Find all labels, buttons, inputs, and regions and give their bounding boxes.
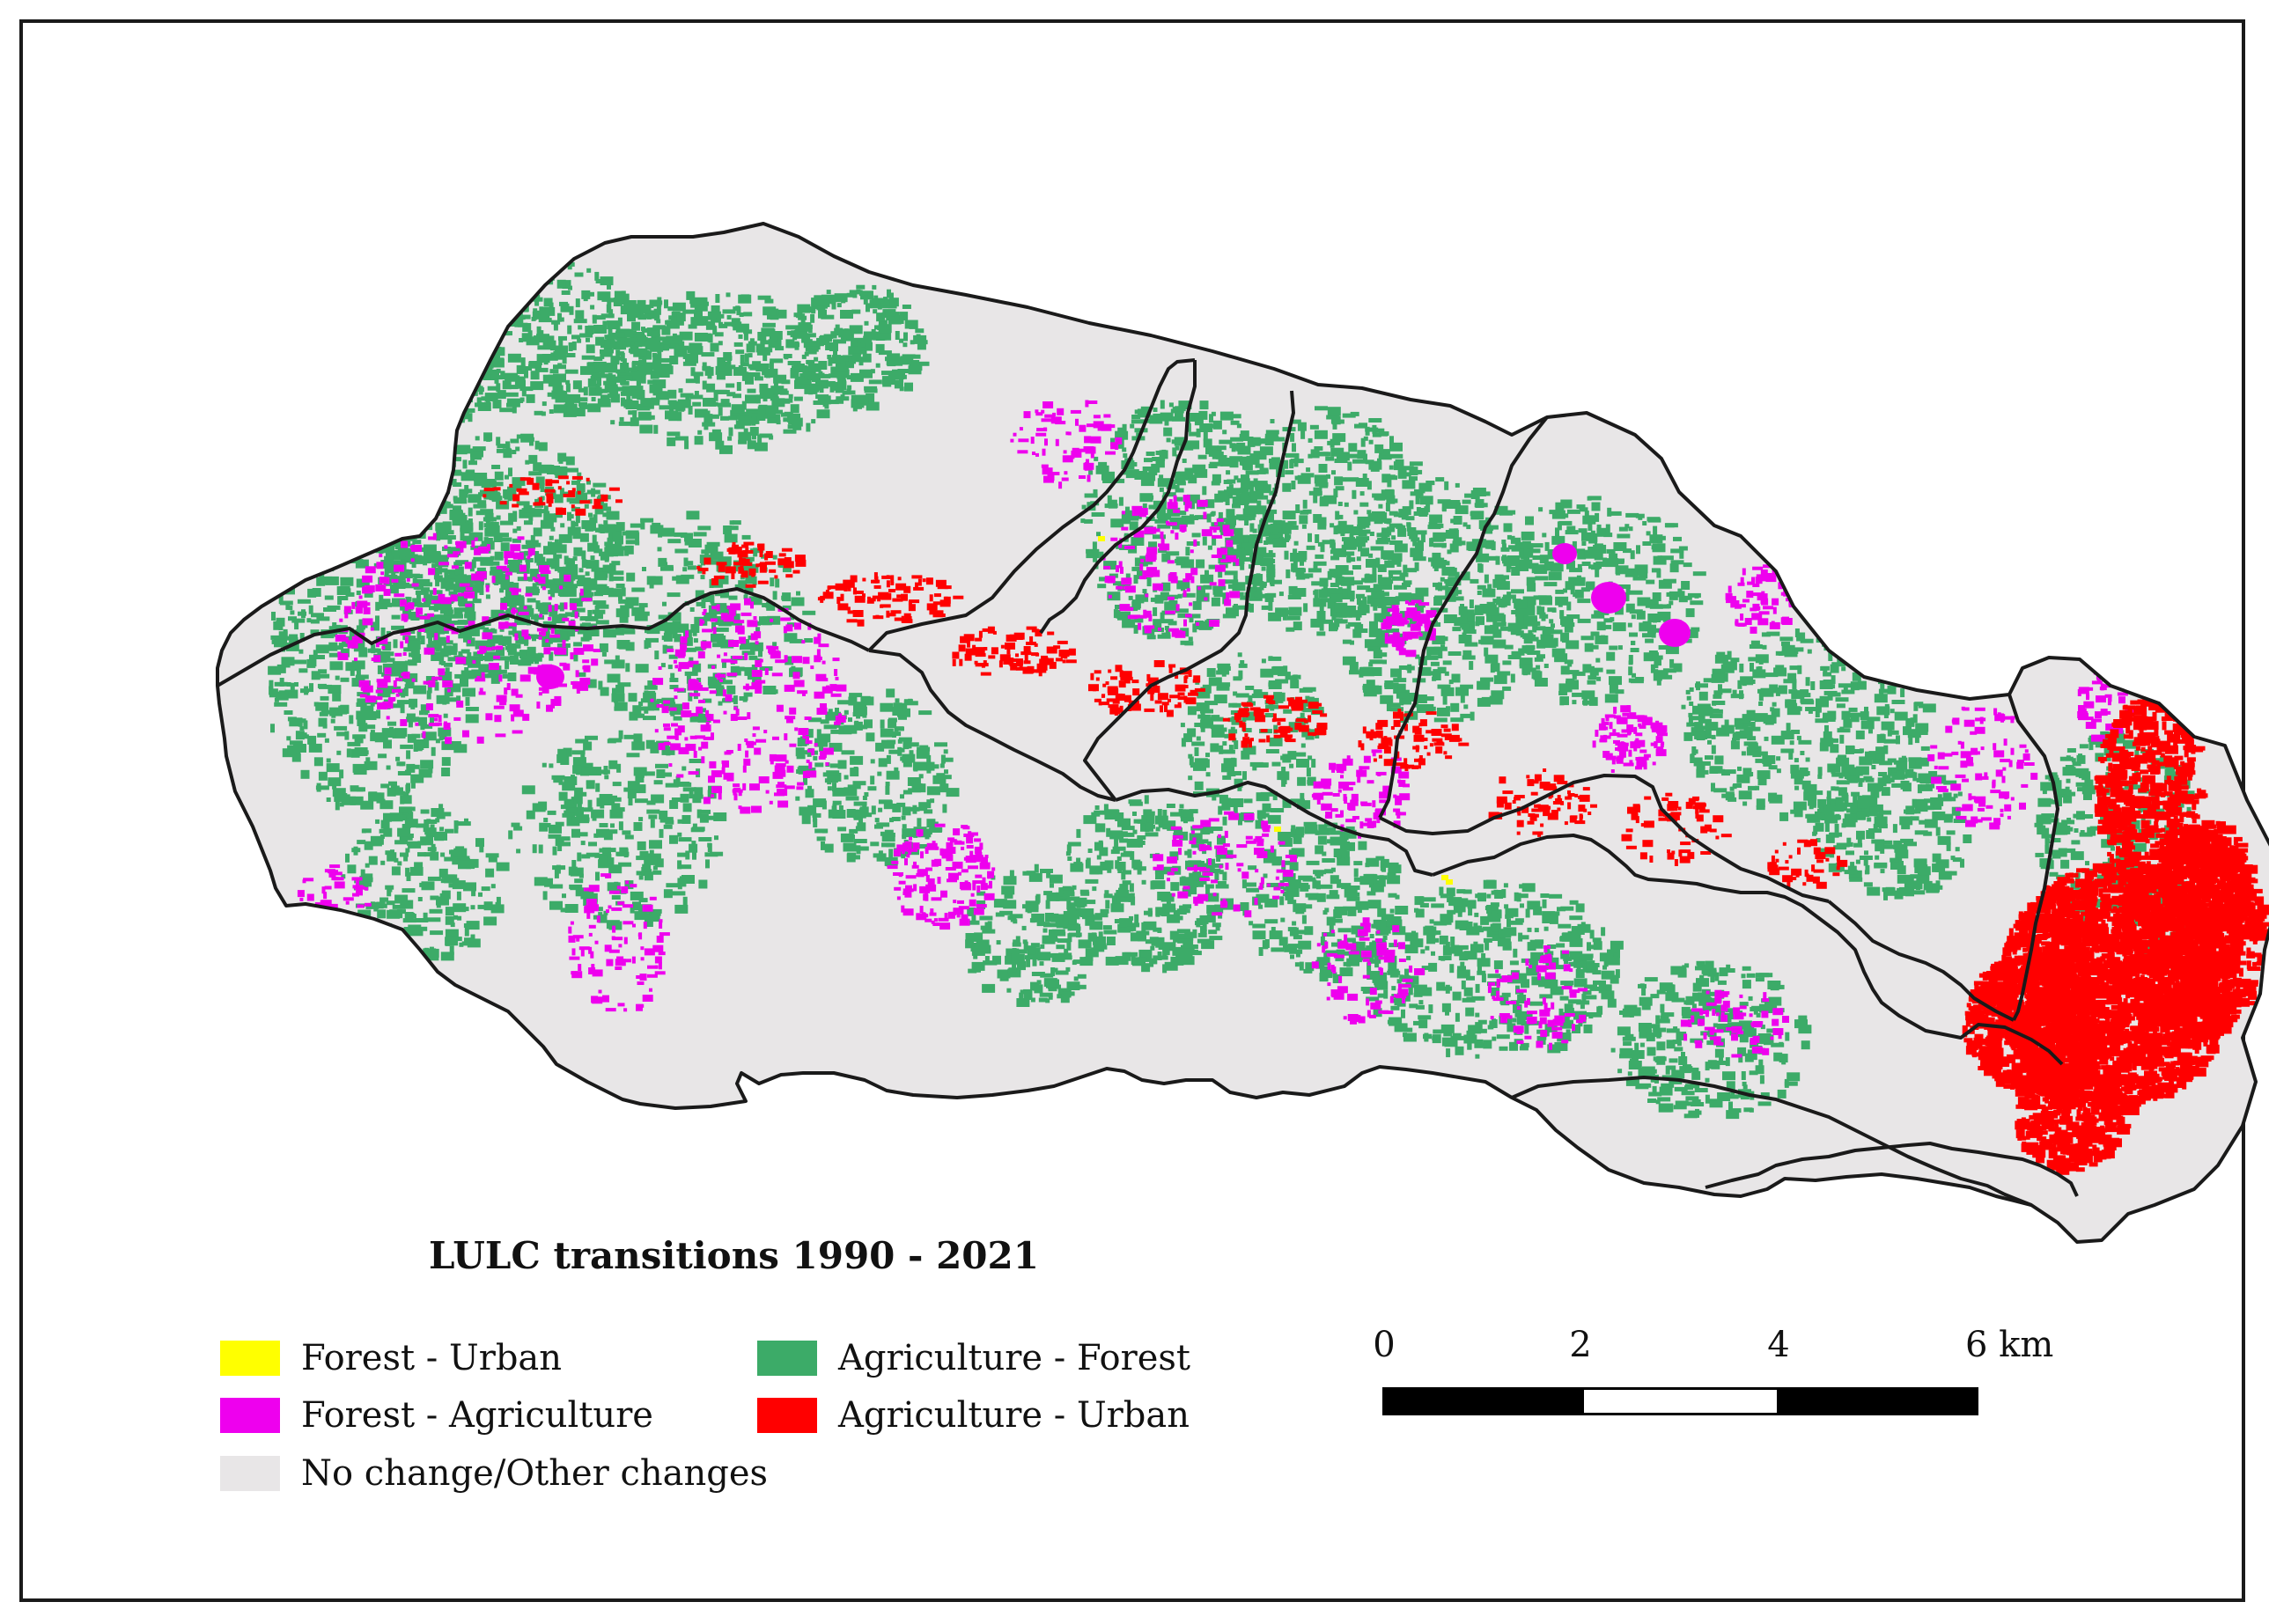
legend-label: Forest - Agriculture [301, 1395, 653, 1436]
district-boundary [1705, 1142, 2079, 1197]
legend-swatch-agriculture-forest [757, 1341, 817, 1376]
district-boundary [216, 587, 870, 687]
legend-item-agriculture-urban: Agriculture - Urban [757, 1391, 1190, 1440]
outer-boundary [216, 222, 2269, 1244]
district-boundary [1083, 390, 1295, 802]
district-boundary [2007, 694, 2059, 1021]
district-boundary [1827, 900, 2015, 1022]
legend-item-no-change: No change/Other changes [220, 1449, 768, 1498]
district-boundary [1378, 415, 1549, 819]
study-area-background [217, 224, 2269, 1242]
legend-item-agriculture-forest: Agriculture - Forest [757, 1334, 1190, 1383]
legend-item-forest-urban: Forest - Urban [220, 1334, 562, 1383]
legend-swatch-forest-agriculture [220, 1398, 280, 1433]
legend-item-forest-agriculture: Forest - Agriculture [220, 1391, 653, 1440]
scalebar-tick-label: 0 [1373, 1325, 1396, 1365]
legend-swatch-agriculture-urban [757, 1398, 817, 1433]
scalebar-segment-3 [1779, 1387, 1978, 1415]
legend-label: Agriculture - Urban [838, 1395, 1190, 1436]
map-root [216, 222, 2269, 1244]
legend-label: Agriculture - Forest [838, 1338, 1190, 1378]
district-boundary [1115, 781, 1433, 877]
district-boundary [1511, 1076, 2032, 1207]
district-boundary [868, 649, 1116, 802]
scalebar-segment-1 [1382, 1387, 1582, 1415]
municipality-boundaries [216, 222, 2269, 1244]
scalebar-tick-label: 4 [1767, 1325, 1790, 1365]
scalebar-segment-2 [1581, 1387, 1779, 1415]
district-boundary [867, 358, 1196, 652]
district-boundary [1379, 774, 1830, 903]
legend-label: Forest - Urban [301, 1338, 563, 1378]
legend-title: LULC transitions 1990 - 2021 [429, 1234, 1039, 1277]
district-boundary [1039, 360, 1197, 635]
legend-swatch-no-change [220, 1456, 280, 1491]
district-boundary [1432, 834, 2064, 1066]
scalebar-tick-label: 2 [1569, 1325, 1592, 1365]
legend-swatch-forest-urban [220, 1341, 280, 1376]
legend-label: No change/Other changes [301, 1453, 769, 1494]
scalebar-tick-label: 6 km [1965, 1325, 2054, 1365]
